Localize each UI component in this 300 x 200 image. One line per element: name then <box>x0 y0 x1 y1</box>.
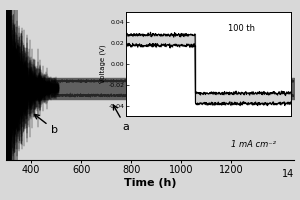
X-axis label: Time (h): Time (h) <box>124 178 176 188</box>
Text: a: a <box>113 105 129 132</box>
Text: 1 mA cm⁻²: 1 mA cm⁻² <box>231 140 276 149</box>
Y-axis label: Voltage (V): Voltage (V) <box>99 45 106 83</box>
Text: 100 th: 100 th <box>228 24 255 33</box>
Text: b: b <box>34 114 58 135</box>
Text: 14: 14 <box>282 169 294 179</box>
